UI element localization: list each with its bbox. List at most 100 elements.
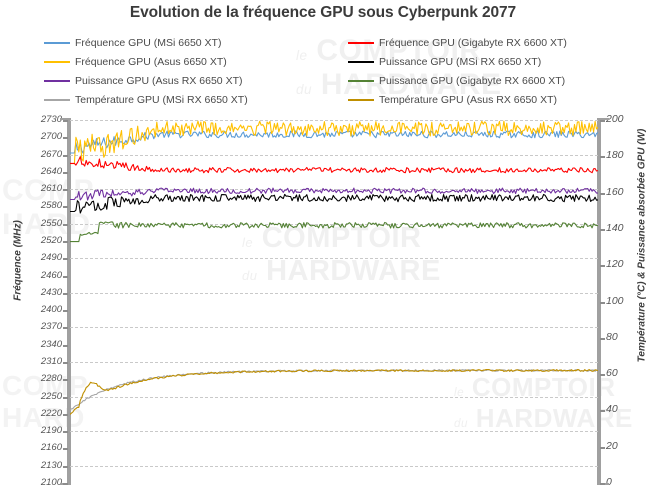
legend-item[interactable]: Fréquence GPU (Asus 6650 XT) (44, 55, 227, 69)
y-axis-right-tickmark (600, 483, 605, 485)
y-axis-right-line (597, 118, 601, 485)
y-axis-left-line (67, 118, 71, 485)
y-axis-left-title: Fréquence (MHz) (12, 220, 24, 301)
y-axis-left-tick-label: 2610 (40, 183, 62, 195)
plot-area (70, 120, 598, 483)
y-axis-left-tick-label: 2340 (40, 338, 62, 350)
y-axis-right-tick-label: 180 (606, 149, 624, 162)
y-axis-right-tick-label: 140 (606, 221, 624, 234)
series-line (70, 193, 598, 214)
y-axis-left-tickmark (63, 448, 68, 451)
legend-item[interactable]: Puissance GPU (Gigabyte RX 6600 XT) (348, 74, 565, 88)
y-axis-right-tickmark (600, 337, 605, 340)
legend-color-swatch (348, 42, 374, 44)
y-axis-right-tick-label: 60 (606, 367, 618, 380)
y-axis-left-tickmark (63, 465, 68, 468)
y-axis-right-tick-label: 20 (606, 439, 618, 452)
legend-color-swatch (348, 99, 374, 101)
gridline (70, 396, 598, 398)
legend-item-label: Puissance GPU (Asus RX 6650 XT) (75, 74, 243, 87)
series-line (70, 120, 598, 165)
y-axis-right-ticks: 200 180 160 140 120 100 80 60 40 20 0 (606, 114, 640, 488)
gridline (70, 431, 598, 433)
gridline (70, 465, 598, 467)
y-axis-left-tickmark (63, 396, 68, 399)
chart-title: Evolution de la fréquence GPU sous Cyber… (129, 4, 517, 21)
y-axis-left-tickmark (63, 483, 68, 485)
y-axis-left-tick-label: 2160 (40, 442, 62, 454)
gridline (70, 362, 598, 363)
y-axis-right-tickmark (600, 120, 605, 122)
y-axis-left-tickmark (63, 189, 68, 192)
legend-item[interactable]: Fréquence GPU (MSi 6650 XT) (44, 36, 221, 50)
y-axis-left-tick-label: 2730 (40, 114, 62, 125)
legend-color-swatch (348, 80, 374, 82)
y-axis-left-tick-label: 2490 (40, 252, 62, 264)
gridline (70, 189, 598, 191)
y-axis-left-tick-label: 2700 (40, 131, 62, 143)
y-axis-left-tickmark (63, 171, 68, 174)
legend-item[interactable]: Puissance GPU (MSi RX 6650 XT) (348, 55, 541, 69)
y-axis-left-tickmark (63, 275, 68, 278)
y-axis-right-title: Température (°C) & Puissance absorbée GP… (636, 128, 646, 363)
y-axis-left-tickmark (63, 223, 68, 226)
gridline (70, 258, 598, 260)
y-axis-left-tick-label: 2460 (40, 269, 62, 281)
y-axis-left-tickmark (63, 379, 68, 382)
axis-cap (60, 118, 69, 120)
gridline (70, 120, 598, 121)
series-lines (70, 120, 598, 415)
y-axis-left-tickmark (63, 344, 68, 347)
legend-color-swatch (44, 42, 70, 44)
axis-cap (600, 118, 609, 120)
y-axis-left-tick-label: 2370 (40, 321, 62, 333)
y-axis-right-tickmark (600, 301, 605, 304)
legend-item[interactable]: Fréquence GPU (Gigabyte RX 6600 XT) (348, 36, 567, 50)
y-axis-left-tickmark (63, 292, 68, 295)
y-axis-right-tickmark (600, 228, 605, 231)
y-axis-left-tick-label: 2520 (40, 235, 62, 246)
legend-color-swatch (44, 99, 70, 101)
legend-item[interactable]: Température GPU (Asus RX 6650 XT) (348, 93, 557, 107)
legend-item-label: Puissance GPU (Gigabyte RX 6600 XT) (379, 74, 566, 87)
y-axis-left-tickmark (63, 413, 68, 416)
y-axis-left-ticks: 2730 2700 2670 2640 2610 2580 2550 2520 2490 2460… (0, 114, 62, 488)
y-axis-left-tick-label: 2640 (40, 165, 62, 177)
legend-color-swatch (348, 61, 374, 63)
y-axis-left-tick-label: 2670 (40, 148, 62, 160)
series-line (70, 369, 598, 415)
y-axis-left-tickmark (63, 154, 68, 157)
y-axis-right-tick-label: 40 (606, 403, 618, 416)
series-line (70, 221, 598, 243)
y-axis-right-tickmark (600, 410, 605, 413)
legend-item-label: Fréquence GPU (MSi 6650 XT) (75, 36, 222, 49)
series-line (70, 156, 598, 174)
y-axis-left-tick-label: 2280 (40, 373, 62, 385)
y-axis-left-tickmark (63, 327, 68, 330)
y-axis-left-tick-label: 2130 (40, 459, 62, 471)
y-axis-left-tick-label: 2400 (40, 304, 62, 316)
y-axis-right-tick-label: 120 (606, 258, 624, 271)
legend-color-swatch (44, 61, 70, 63)
legend-item[interactable]: Température GPU (MSi RX 6650 XT) (44, 93, 248, 107)
y-axis-left-tickmark (63, 258, 68, 261)
y-axis-left-tickmark (63, 206, 68, 209)
gridline (70, 292, 598, 294)
legend-item-label: Fréquence GPU (Asus 6650 XT) (75, 55, 227, 68)
chart-legend: Fréquence GPU (MSi 6650 XT) Fréquence GPU… (44, 36, 624, 108)
y-axis-left-tickmark (63, 137, 68, 140)
y-axis-right-tick-label: 0 (606, 476, 612, 488)
legend-item-label: Puissance GPU (MSi RX 6650 XT) (379, 55, 542, 68)
y-axis-left-tick-label: 2580 (40, 200, 62, 212)
y-axis-right-tick-label: 160 (606, 185, 624, 198)
y-axis-right-tick-label: 80 (606, 330, 618, 343)
y-axis-left-tick-label: 2250 (40, 390, 62, 402)
series-line (70, 369, 598, 411)
legend-item[interactable]: Puissance GPU (Asus RX 6650 XT) (44, 74, 242, 88)
y-axis-left-tick-label: 2100 (40, 477, 62, 488)
y-axis-left-tickmark (63, 362, 68, 364)
y-axis-left-tick-label: 2220 (40, 407, 62, 419)
y-axis-left-tick-label: 2550 (40, 217, 62, 229)
legend-item-label: Température GPU (Asus RX 6650 XT) (379, 93, 557, 106)
